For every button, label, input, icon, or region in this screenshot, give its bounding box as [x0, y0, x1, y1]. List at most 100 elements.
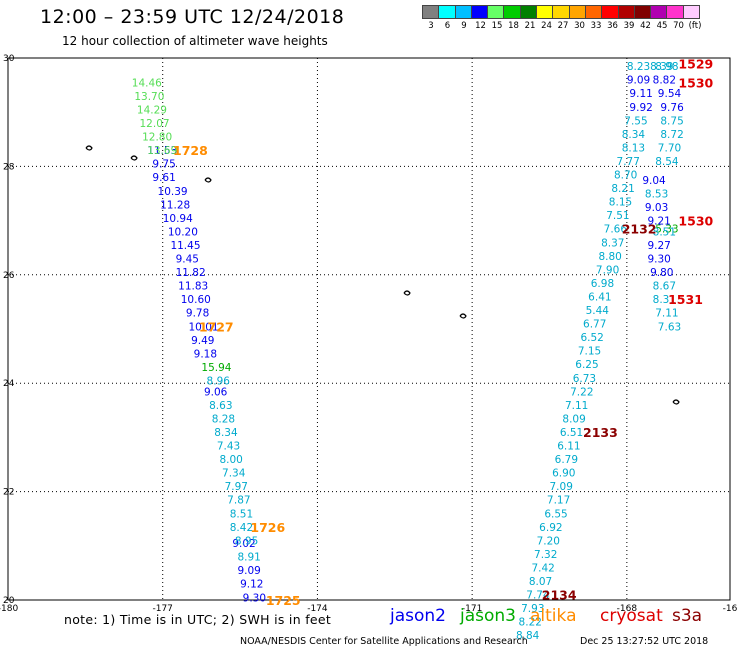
- island-outline: [403, 290, 411, 296]
- wave-height-label: 8.53: [645, 189, 668, 201]
- wave-height-label: 7.63: [658, 321, 681, 333]
- chart-title: 12:00 – 23:59 UTC 12/24/2018: [40, 6, 345, 28]
- scale-label: 45: [656, 21, 668, 31]
- wave-height-label: 6.90: [552, 468, 575, 480]
- wave-height-label: 7.11: [565, 400, 588, 412]
- time-label: 1529: [678, 56, 713, 71]
- wave-height-label: 8.34: [214, 427, 238, 439]
- wave-height-label: 6.51: [560, 427, 583, 439]
- wave-height-label: 11.82: [176, 267, 206, 279]
- legend-s3a: s3a: [672, 606, 703, 626]
- wave-height-label: 8.28: [212, 413, 235, 425]
- wave-height-label: 9.02: [232, 538, 255, 550]
- wave-height-label: 7.42: [531, 562, 554, 574]
- wave-height-label: 6.73: [573, 373, 596, 385]
- time-label: 1531: [668, 292, 703, 307]
- x-tick-label: -180: [0, 604, 18, 614]
- wave-height-label: 8.37: [601, 237, 624, 249]
- wave-height-label: 7.66: [604, 224, 628, 236]
- wave-height-label: 10.20: [168, 226, 198, 238]
- time-label: 2133: [583, 425, 618, 440]
- wave-height-label: 7.90: [596, 264, 619, 276]
- legend-jason3: jason3: [460, 606, 516, 626]
- wave-height-label: 8.91: [237, 552, 260, 564]
- island-outline: [204, 177, 212, 183]
- wave-height-label: 10.01: [189, 321, 219, 333]
- y-tick-label: 22: [3, 488, 14, 498]
- y-tick-label: 26: [3, 271, 15, 281]
- wave-height-label: 8.72: [660, 129, 683, 141]
- wave-height-label: 8.95: [235, 535, 258, 547]
- wave-height-label: 7.97: [225, 481, 248, 493]
- time-label: 1726: [250, 520, 285, 535]
- wave-height-label: 12.80: [142, 132, 172, 144]
- wave-height-label: 8.31: [653, 294, 676, 306]
- island-outline: [672, 399, 680, 405]
- wave-height-label: 7.87: [227, 495, 250, 507]
- wave-height-label: 8.96: [207, 375, 231, 387]
- time-label: 2132: [622, 222, 657, 237]
- x-tick-label: -174: [307, 604, 328, 614]
- scale-label: 42: [640, 21, 651, 31]
- wave-height-label: 11.28: [160, 199, 190, 211]
- wave-height-label: 7.93: [521, 603, 544, 615]
- time-label: 1530: [678, 214, 713, 229]
- wave-height-label: 11.53: [147, 145, 177, 157]
- wave-height-label: 7.43: [217, 441, 240, 453]
- wave-height-label: 13.70: [134, 91, 164, 103]
- x-tick-label: -168: [617, 604, 638, 614]
- wave-height-label: 7.20: [537, 535, 560, 547]
- y-tick-label: 30: [3, 54, 15, 64]
- x-tick-label: -16: [723, 604, 738, 614]
- scale-label: 70: [673, 21, 684, 31]
- wave-height-label: 9.30: [647, 254, 670, 266]
- wave-height-label: 6.11: [557, 441, 580, 453]
- wave-height-label: 7.34: [222, 468, 246, 480]
- time-label: 1530: [678, 75, 713, 90]
- wave-height-label: 8.21: [611, 183, 634, 195]
- scale-label: 33: [590, 21, 602, 31]
- wave-height-label: 5.44: [586, 305, 610, 317]
- wave-height-label: 6.55: [544, 508, 567, 520]
- wave-height-label: 9.21: [647, 216, 670, 228]
- y-tick-label: 28: [3, 162, 15, 172]
- time-label: 1728: [173, 143, 208, 158]
- wave-height-label: 6.77: [583, 319, 606, 331]
- footer-note: note: 1) Time is in UTC; 2) SWH is in fe…: [64, 612, 332, 627]
- wave-height-label: 13.69: [147, 145, 177, 157]
- legend-altika: altika: [530, 606, 577, 626]
- scale-label: 6: [444, 21, 451, 31]
- time-label: 1725: [266, 593, 301, 608]
- wave-height-label: 8.98: [655, 61, 678, 73]
- wave-height-label: 7.11: [655, 308, 678, 320]
- wave-height-label: 8.70: [614, 170, 637, 182]
- legend-cryosat: cryosat: [600, 606, 663, 626]
- island-outline: [459, 313, 467, 319]
- wave-height-label: 8.80: [598, 251, 621, 263]
- y-tick-label: 20: [3, 596, 15, 606]
- wave-height-label: 8.39: [650, 61, 673, 73]
- wave-height-label: 6.52: [580, 332, 603, 344]
- wave-height-label: 8.07: [529, 576, 552, 588]
- wave-height-label: 8.51: [230, 508, 253, 520]
- scale-label: (ft): [688, 21, 702, 31]
- wave-height-label: 9.76: [660, 102, 684, 114]
- footer-credit: NOAA/NESDIS Center for Satellite Applica…: [240, 636, 528, 647]
- wave-height-label: 6.98: [591, 278, 614, 290]
- wave-height-label: 8.75: [660, 115, 683, 127]
- wave-height-label: 9.78: [186, 308, 209, 320]
- color-scale: [422, 5, 701, 19]
- wave-height-label: 8.82: [653, 75, 676, 87]
- wave-height-label: 6.92: [539, 522, 562, 534]
- wave-height-label: 9.75: [152, 159, 175, 171]
- color-scale-labels: 3 6 9 12 15 18 21 24 27 30 33 36 39 42 45 70 (ft): [422, 21, 740, 33]
- wave-height-label: 6.41: [588, 291, 611, 303]
- wave-height-label: 6.25: [575, 359, 598, 371]
- wave-height-label: 8.09: [562, 413, 585, 425]
- wave-height-label: 12.07: [140, 118, 170, 130]
- scale-swatch: [682, 5, 701, 19]
- wave-height-label: 8.23: [627, 61, 650, 73]
- wave-height-label: 10.39: [158, 186, 188, 198]
- wave-height-label: 9.09: [627, 75, 650, 87]
- x-tick-label: -171: [462, 604, 482, 614]
